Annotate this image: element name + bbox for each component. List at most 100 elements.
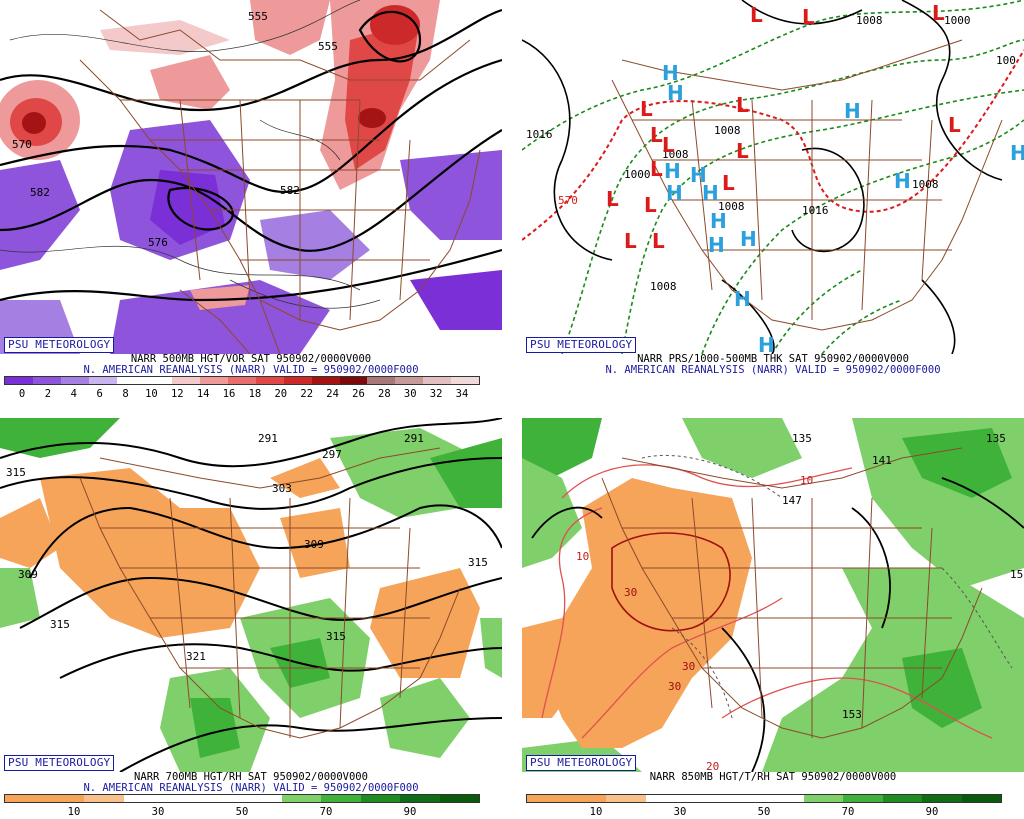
color-scale-swatch xyxy=(44,795,84,802)
color-scale-swatch xyxy=(123,795,163,802)
map-subtitle: N. AMERICAN REANALYSIS (NARR) VALID = 95… xyxy=(83,782,419,794)
map-label: 153 xyxy=(842,708,862,721)
color-scale-swatch xyxy=(803,795,843,802)
color-scale-swatch xyxy=(606,795,646,802)
high-pressure-symbol: H xyxy=(708,233,725,257)
map-850mb-temp-humidity: 135 147 141 135 153 10 10 30 30 30 20 15 xyxy=(522,418,1024,772)
map-label: 1008 xyxy=(650,280,677,293)
map-label: 10 xyxy=(576,550,589,563)
high-pressure-symbol: H xyxy=(758,333,775,354)
map-label: 315 xyxy=(50,618,70,631)
psu-meteorology-badge: PSU METEOROLOGY xyxy=(4,337,115,353)
map-500mb-vorticity: 570 582 576 582 555 555 xyxy=(0,0,502,354)
low-pressure-symbol: L xyxy=(932,1,945,25)
map-title: NARR 850MB HGT/T/RH SAT 950902/0000V000 xyxy=(649,771,897,783)
high-pressure-symbol: H xyxy=(690,163,707,187)
high-pressure-symbol: H xyxy=(710,209,727,233)
low-pressure-symbol: L xyxy=(722,171,735,195)
map-label: 315 xyxy=(326,630,346,643)
low-pressure-symbol: L xyxy=(624,229,637,253)
map-label: 291 xyxy=(404,432,424,445)
map-label: 30 xyxy=(682,660,695,673)
psu-meteorology-badge: PSU METEOROLOGY xyxy=(526,337,637,353)
color-scale-tick-label: 70 xyxy=(319,806,333,818)
map-title: NARR 500MB HGT/VOR SAT 950902/0000V000 xyxy=(130,353,372,365)
map-label: 570 xyxy=(12,138,32,151)
map-title: NARR 700MB HGT/RH SAT 950902/0000V000 xyxy=(134,771,368,783)
color-scale-swatch xyxy=(60,377,89,384)
color-scale-swatch xyxy=(163,795,203,802)
color-scale-swatch xyxy=(88,377,117,384)
high-pressure-symbol: H xyxy=(1010,141,1024,165)
color-scale-swatch xyxy=(32,377,61,384)
color-scale-tick-label: 10 xyxy=(67,806,81,818)
map-label: 1016 xyxy=(802,204,829,217)
color-scale-tick-label: 32 xyxy=(429,388,443,400)
map-label: 1000 xyxy=(624,168,651,181)
color-scale-tick-label: 18 xyxy=(248,388,262,400)
map-label: 297 xyxy=(322,448,342,461)
map-subtitle: N. AMERICAN REANALYSIS (NARR) VALID = 95… xyxy=(605,364,941,376)
color-scale-swatch xyxy=(228,377,256,384)
low-pressure-symbol: L xyxy=(650,123,663,147)
map-title: NARR PRS/1000-500MB THK SAT 950902/0000V… xyxy=(637,353,909,365)
color-scale-tick-label: 20 xyxy=(274,388,288,400)
high-pressure-symbol: H xyxy=(734,287,751,311)
color-scale-tick-label: 4 xyxy=(70,388,77,400)
low-pressure-symbol: L xyxy=(606,187,619,211)
color-scale-tick-label: 50 xyxy=(235,806,249,818)
map-label: 10 xyxy=(800,474,813,487)
map-label: 1008 xyxy=(714,124,741,137)
map-label: 30 xyxy=(624,586,637,599)
color-scale-swatch xyxy=(321,795,361,802)
color-scale-swatch xyxy=(882,795,922,802)
color-scale-tick-label: 12 xyxy=(170,388,184,400)
color-scale-swatch xyxy=(255,377,284,384)
map-label: 303 xyxy=(272,482,292,495)
color-scale-bar xyxy=(526,794,1002,803)
color-scale-tick-label: 16 xyxy=(222,388,236,400)
color-scale-swatch xyxy=(764,795,804,802)
color-scale-swatch xyxy=(367,377,396,384)
map-label: 100 xyxy=(996,54,1016,67)
map-label: 1008 xyxy=(662,148,689,161)
psu-meteorology-badge: PSU METEOROLOGY xyxy=(526,755,637,771)
low-pressure-symbol: L xyxy=(750,3,763,27)
panel-pressure-thickness: 1016 1008 1016 1000 1008 1008 1000 1008 … xyxy=(522,0,1024,401)
color-scale-bar xyxy=(4,376,480,385)
high-pressure-symbol: H xyxy=(666,181,683,205)
color-scale-swatch xyxy=(311,377,340,384)
color-scale-tick-label: 30 xyxy=(151,806,165,818)
high-pressure-symbol: H xyxy=(894,169,911,193)
color-scale-swatch xyxy=(360,795,400,802)
color-scale-swatch xyxy=(242,795,282,802)
map-label: 147 xyxy=(782,494,802,507)
map-label: 291 xyxy=(258,432,278,445)
map-label: 321 xyxy=(186,650,206,663)
color-scale-swatch xyxy=(961,795,1001,802)
color-scale-swatch xyxy=(283,377,312,384)
low-pressure-symbol: L xyxy=(662,133,675,157)
map-label: 1008 xyxy=(912,178,939,191)
panel-500mb-vorticity: 570 582 576 582 555 555 PSU METEOROLOGY … xyxy=(0,0,502,401)
color-scale-swatch xyxy=(527,795,567,802)
map-pressure-thickness: 1016 1008 1016 1000 1008 1008 1000 1008 … xyxy=(522,0,1024,354)
low-pressure-symbol: L xyxy=(736,93,749,117)
color-scale-swatch xyxy=(423,377,451,384)
panel-850mb-temp-humidity: 135 147 141 135 153 10 10 30 30 30 20 15… xyxy=(522,418,1024,819)
color-scale-ticks: 0 2 4 6 8 10 12 14 16 18 20 22 24 26 28 30 32 34 xyxy=(4,388,480,400)
color-scale-swatch xyxy=(339,377,368,384)
color-scale-swatch xyxy=(202,795,242,802)
map-subtitle: N. AMERICAN REANALYSIS (NARR) VALID = 95… xyxy=(83,364,419,376)
map-label: 309 xyxy=(304,538,324,551)
high-pressure-symbol: H xyxy=(667,81,684,105)
high-pressure-symbol: H xyxy=(664,159,681,183)
low-pressure-symbol: L xyxy=(652,229,665,253)
color-scale-swatch xyxy=(172,377,201,384)
map-label: 1000 xyxy=(944,14,971,27)
map-label: 555 xyxy=(248,10,268,23)
map-label: 1016 xyxy=(526,128,553,141)
color-scale-swatch xyxy=(724,795,764,802)
color-scale-tick-label: 10 xyxy=(589,806,603,818)
color-scale-swatch xyxy=(144,377,173,384)
